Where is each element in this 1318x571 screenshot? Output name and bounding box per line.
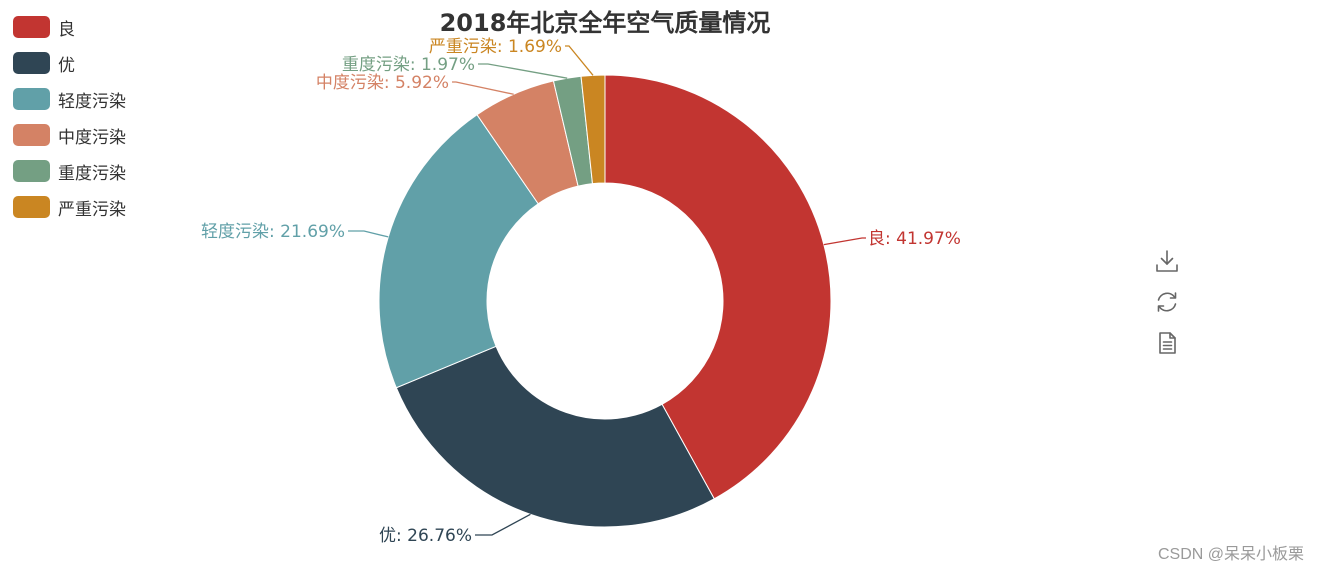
slices-layer (378, 74, 832, 528)
slice-label: 中度污染: 5.92% (316, 73, 449, 93)
legend-label: 中度污染 (58, 127, 126, 148)
legend-swatch (13, 160, 50, 182)
legend-label: 轻度污染 (58, 91, 126, 112)
leader-line (475, 513, 531, 536)
pie-slice[interactable] (580, 74, 606, 185)
leader-line (478, 63, 568, 79)
legend-swatch (13, 88, 50, 110)
legend-swatch (13, 196, 50, 218)
download-button[interactable] (1152, 246, 1182, 276)
legend-item[interactable]: 中度污染 (13, 117, 126, 153)
slice-label: 严重污染: 1.69% (429, 37, 562, 57)
leader-lines-layer (348, 45, 866, 536)
legend-item[interactable]: 重度污染 (13, 153, 126, 189)
legend-item[interactable]: 轻度污染 (13, 81, 126, 117)
slice-label: 重度污染: 1.97% (342, 55, 475, 75)
legend-item[interactable]: 良 (13, 9, 126, 45)
pie-slice[interactable] (378, 114, 539, 389)
slice-label: 轻度污染: 21.69% (201, 222, 345, 242)
leader-line (348, 230, 389, 238)
legend-label: 严重污染 (58, 199, 126, 220)
watermark: CSDN @呆呆小板栗 (1157, 546, 1304, 563)
chart-title: 2018年北京全年空气质量情况 (440, 9, 771, 37)
legend-item[interactable]: 严重污染 (13, 189, 126, 225)
refresh-icon (1157, 292, 1177, 312)
legend: 良优轻度污染中度污染重度污染严重污染 (13, 9, 126, 225)
legend-swatch (13, 16, 50, 38)
toolbox (1152, 246, 1182, 369)
leader-line (452, 81, 514, 95)
leader-line (823, 237, 866, 246)
refresh-button[interactable] (1152, 287, 1182, 317)
data-view-button[interactable] (1152, 328, 1182, 358)
legend-label: 优 (58, 55, 75, 76)
slice-label: 良: 41.97% (868, 229, 961, 249)
pie-slice[interactable] (395, 345, 715, 528)
labels-layer: 良: 41.97% 优: 26.76% 轻度污染: 21.69% 中度污染: 5.92… (201, 37, 961, 546)
slice-label: 优: 26.76% (379, 526, 472, 546)
legend-swatch (13, 52, 50, 74)
legend-label: 重度污染 (58, 163, 126, 184)
download-icon (1156, 250, 1178, 272)
legend-label: 良 (58, 19, 75, 40)
data-view-icon (1159, 332, 1176, 354)
legend-swatch (13, 124, 50, 146)
pie-slice[interactable] (604, 74, 832, 500)
legend-item[interactable]: 优 (13, 45, 126, 81)
leader-line (565, 45, 594, 76)
